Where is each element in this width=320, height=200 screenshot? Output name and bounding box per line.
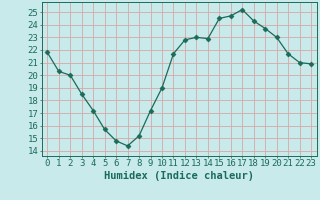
- X-axis label: Humidex (Indice chaleur): Humidex (Indice chaleur): [104, 171, 254, 181]
